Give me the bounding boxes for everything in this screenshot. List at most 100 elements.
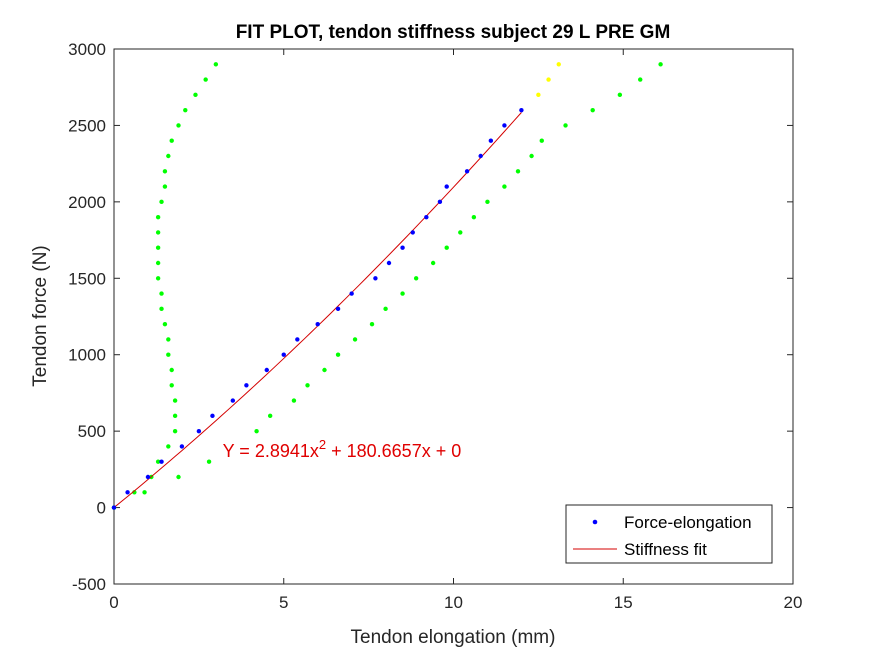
extra-data-point [658, 62, 663, 67]
force-elongation-point [410, 230, 415, 235]
extra-data-point [206, 459, 212, 464]
extra-data-point [155, 214, 161, 220]
extra-data-point [169, 383, 174, 388]
force-elongation-point [437, 199, 443, 205]
extra-data-point [162, 169, 168, 174]
x-tick-label: 0 [109, 593, 118, 612]
extra-data-point [155, 245, 161, 250]
legend-box [565, 504, 773, 564]
force-elongation-point [464, 169, 470, 174]
force-elongation-point [264, 367, 269, 373]
force-elongation-point [125, 490, 130, 495]
y-tick-label: 3000 [68, 40, 106, 59]
extra-data-point [159, 306, 164, 312]
extra-data-point [213, 62, 219, 67]
extra-data-point [369, 321, 375, 327]
chart-title: FIT PLOT, tendon stiffness subject 29 L … [236, 22, 671, 43]
extra-data-point [638, 77, 643, 82]
extra-data-point [176, 123, 181, 128]
extra-data-point [172, 398, 178, 403]
y-tick-label: 2000 [68, 193, 106, 212]
force-elongation-point [111, 505, 117, 510]
extra-data-point [471, 214, 477, 220]
force-elongation-point [335, 306, 341, 312]
extra-data-point [563, 123, 568, 128]
y-axis: -500 0 500 1000 1500 2000 2500 3000 [68, 40, 793, 594]
extra-data-point [166, 153, 171, 159]
extra-data-point [444, 245, 449, 250]
extra-data-point [529, 153, 534, 159]
extra-data-point [539, 138, 544, 143]
force-elongation-point [400, 245, 405, 250]
x-tick-label: 15 [614, 593, 633, 612]
extra-data-point [155, 230, 161, 235]
extra-data-point [322, 367, 327, 373]
plot-area [113, 48, 794, 585]
extra-data-point [536, 92, 541, 98]
fit-equation-prefix: Y = 2.8941x [223, 441, 319, 461]
extra-data-point [142, 490, 147, 495]
force-elongation-point [349, 291, 354, 296]
force-elongation-point [244, 383, 249, 388]
extra-data-point [155, 260, 161, 266]
force-elongation-point [295, 337, 300, 342]
extra-data-point [400, 291, 405, 296]
force-elongation-point [444, 184, 449, 189]
force-elongation-point [145, 474, 151, 480]
y-axis-label: Tendon force (N) [30, 245, 51, 387]
extra-data-point [159, 199, 164, 205]
force-elongation-point [315, 321, 320, 327]
series-layer [111, 62, 663, 510]
extra-data-point [162, 321, 168, 327]
extra-data-point [335, 352, 341, 357]
x-axis: 0 5 10 15 20 [109, 49, 802, 612]
force-elongation-point [281, 352, 286, 357]
y-tick-label: 0 [97, 499, 106, 518]
legend: Force-elongation Stiffness fit [565, 504, 773, 564]
force-elongation-point [478, 153, 483, 159]
extra-data-point [352, 337, 358, 342]
fit-equation-suffix: + 180.6657x + 0 [326, 441, 461, 461]
extra-data-point [155, 459, 161, 464]
force-elongation-point [386, 260, 392, 266]
legend-label-force-elongation: Force-elongation [624, 513, 752, 532]
extra-data-point [169, 138, 174, 143]
extra-points-series [536, 62, 561, 98]
x-axis-label: Tendon elongation (mm) [351, 627, 556, 648]
force-elongation-point [488, 138, 494, 143]
legend-marker-force-elongation [592, 519, 598, 525]
extra-data-point [267, 413, 273, 419]
extra-data-point [556, 62, 561, 67]
force-elongation-point [210, 413, 215, 419]
extra-points-series [111, 62, 663, 510]
extra-data-point [617, 92, 623, 98]
extra-data-point [254, 428, 259, 434]
y-tick-label: 1000 [68, 346, 106, 365]
extra-data-point [515, 169, 521, 174]
extra-data-point [172, 428, 178, 434]
extra-data-point [458, 230, 463, 235]
force-elongation-series [111, 107, 524, 510]
y-tick-label: -500 [72, 575, 106, 594]
extra-data-point [166, 444, 171, 449]
force-elongation-point [179, 444, 185, 449]
extra-data-point [193, 92, 198, 98]
force-elongation-point [502, 123, 507, 128]
force-elongation-point [519, 107, 524, 113]
extra-data-point [590, 107, 595, 113]
extra-data-point [291, 398, 297, 403]
extra-data-point [169, 367, 174, 373]
extra-data-point [203, 77, 208, 82]
force-elongation-point [373, 276, 378, 281]
extra-data-point [159, 291, 164, 296]
y-tick-label: 2500 [68, 116, 106, 135]
extra-data-point [430, 260, 436, 266]
extra-data-point [183, 107, 188, 113]
extra-data-point [176, 474, 181, 480]
force-elongation-point [196, 428, 202, 434]
x-tick-label: 5 [279, 593, 288, 612]
extra-data-point [485, 199, 490, 205]
extra-data-point [305, 383, 310, 388]
